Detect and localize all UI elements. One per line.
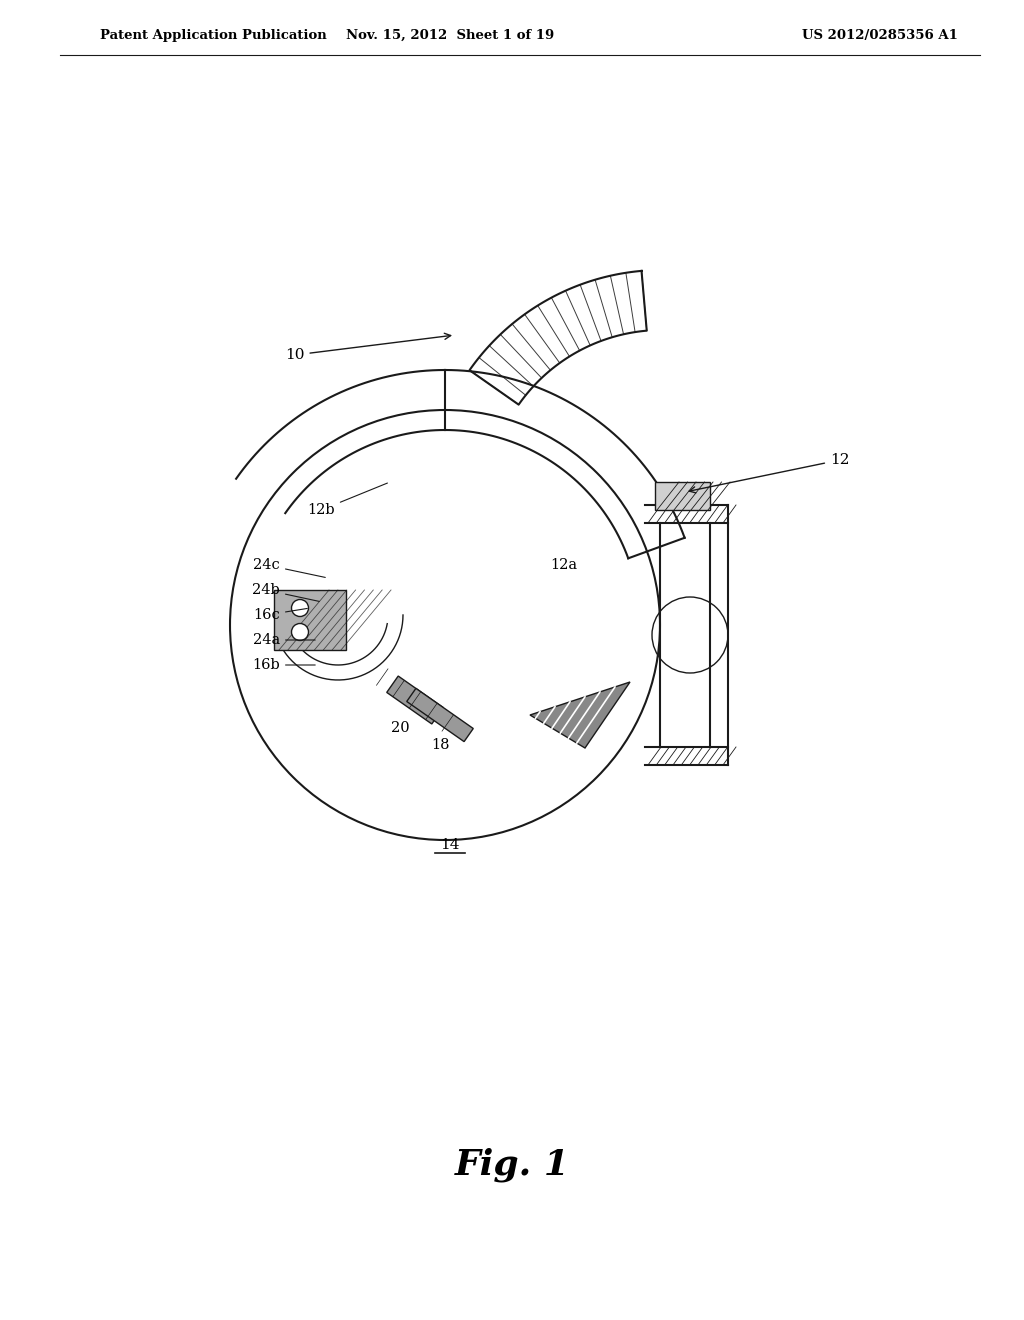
Text: Fig. 1: Fig. 1 [455,1148,569,1183]
Text: Patent Application Publication: Patent Application Publication [100,29,327,41]
Text: 12: 12 [689,453,850,492]
Text: 24c: 24c [253,558,326,577]
Polygon shape [407,688,473,742]
Text: 14: 14 [440,838,460,851]
Text: Nov. 15, 2012  Sheet 1 of 19: Nov. 15, 2012 Sheet 1 of 19 [346,29,554,41]
Text: 10: 10 [285,333,451,362]
Text: 12a: 12a [550,558,578,572]
Text: 16b: 16b [252,657,315,672]
Text: 24b: 24b [252,583,319,602]
Text: US 2012/0285356 A1: US 2012/0285356 A1 [802,29,957,41]
Circle shape [292,623,308,640]
Text: 18: 18 [431,738,450,752]
Bar [274,590,346,649]
Text: 16c: 16c [253,609,307,622]
Bar [655,482,710,510]
Circle shape [292,599,308,616]
Text: 24a: 24a [253,634,315,647]
Polygon shape [387,676,443,723]
Text: 12b: 12b [307,483,387,517]
Polygon shape [530,682,630,748]
Text: 20: 20 [391,721,410,735]
